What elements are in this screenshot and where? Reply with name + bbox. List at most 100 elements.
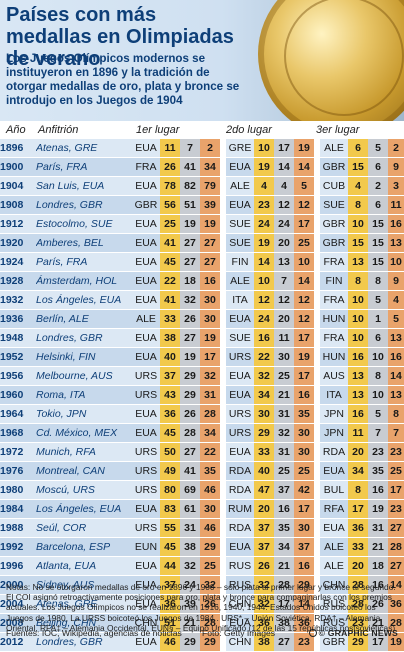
host-cell: Atenas, GRE xyxy=(36,595,132,613)
second-place-bronze-count: 12 xyxy=(294,310,314,328)
second-place-bronze-count: 25 xyxy=(294,462,314,480)
table-row: 1896 Atenas, GRE EUA 11 7 2 GRE 10 17 19 ALE 6 5 2 xyxy=(0,139,404,157)
host-cell: Los Ángeles, EUA xyxy=(36,291,132,309)
host-cell: París, FRA xyxy=(36,253,132,271)
second-place-gold-count: 4 xyxy=(254,177,274,195)
column-header-year: Año xyxy=(6,124,26,136)
second-place-silver-count: 21 xyxy=(274,386,294,404)
table-row: 1976 Montreal, CAN URS 49 41 35 RDA 40 25 25 EUA 34… xyxy=(0,462,404,480)
host-cell: Cd. México, MEX xyxy=(36,424,132,442)
host-cell: Tokio, JPN xyxy=(36,405,132,423)
logo-ring-icon xyxy=(308,629,317,637)
first-place-country-cell: EUA xyxy=(132,500,160,518)
host-cell: Roma, ITA xyxy=(36,386,132,404)
first-place-gold-count: 45 xyxy=(160,253,180,271)
third-place-country-cell: JPN xyxy=(320,405,348,423)
year-cell: 1904 xyxy=(0,177,36,195)
second-place-silver-count: 28 xyxy=(274,576,294,594)
table-row: 1956 Melbourne, AUS URS 37 29 32 EUA 32 25 17 AUS 1… xyxy=(0,367,404,385)
third-place-silver-count: 10 xyxy=(368,386,388,404)
year-cell: 1972 xyxy=(0,443,36,461)
first-place-bronze-count: 28 xyxy=(200,614,220,632)
column-gap xyxy=(314,424,320,442)
second-place-silver-count: 16 xyxy=(274,500,294,518)
third-place-gold-count: 11 xyxy=(348,424,368,442)
first-place-silver-count: 38 xyxy=(180,538,200,556)
second-place-country-cell: RDA xyxy=(226,481,254,499)
table-row: 1932 Los Ángeles, EUA EUA 41 32 30 ITA 12 12 12 FR… xyxy=(0,291,404,309)
third-place-gold-count: 28 xyxy=(348,595,368,613)
first-place-country-cell: EUA xyxy=(132,272,160,290)
third-place-bronze-count: 11 xyxy=(388,196,404,214)
third-place-gold-count: 16 xyxy=(348,405,368,423)
first-place-bronze-count: 19 xyxy=(200,329,220,347)
first-place-gold-count: 83 xyxy=(160,500,180,518)
year-cell: 1896 xyxy=(0,139,36,157)
second-place-country-cell: URS xyxy=(226,348,254,366)
second-place-country-cell: RUM xyxy=(226,500,254,518)
third-place-country-cell: ALE xyxy=(320,557,348,575)
first-place-silver-count: 39 xyxy=(180,595,200,613)
first-place-bronze-count: 34 xyxy=(200,158,220,176)
second-place-bronze-count: 35 xyxy=(294,405,314,423)
first-place-bronze-count: 79 xyxy=(200,177,220,195)
second-place-gold-count: 23 xyxy=(254,196,274,214)
second-place-country-cell: EUA xyxy=(226,614,254,632)
column-gap xyxy=(220,538,226,556)
second-place-country-cell: EUA xyxy=(226,538,254,556)
column-gap xyxy=(314,443,320,461)
notes-text: Notas: No se otorgaron medallas de oro e… xyxy=(6,582,396,633)
third-place-country-cell: RDA xyxy=(320,443,348,461)
second-place-country-cell: EUA xyxy=(226,196,254,214)
first-place-bronze-count: 17 xyxy=(200,348,220,366)
year-cell: 1956 xyxy=(0,367,36,385)
first-place-gold-count: 37 xyxy=(160,367,180,385)
second-place-gold-count: 10 xyxy=(254,272,274,290)
third-place-bronze-count: 23 xyxy=(388,500,404,518)
first-place-gold-count: 26 xyxy=(160,158,180,176)
first-place-silver-count: 26 xyxy=(180,405,200,423)
third-place-silver-count: 35 xyxy=(368,462,388,480)
third-place-silver-count: 15 xyxy=(368,253,388,271)
second-place-gold-count: 37 xyxy=(254,538,274,556)
third-place-bronze-count: 8 xyxy=(388,405,404,423)
second-place-gold-count: 24 xyxy=(254,215,274,233)
first-place-country-cell: EUA xyxy=(132,234,160,252)
first-place-gold-count: 56 xyxy=(160,196,180,214)
first-place-bronze-count: 32 xyxy=(200,576,220,594)
third-place-gold-count: 20 xyxy=(348,557,368,575)
column-gap xyxy=(220,348,226,366)
first-place-country-cell: EUA xyxy=(132,424,160,442)
second-place-bronze-count: 10 xyxy=(294,253,314,271)
second-place-gold-count: 20 xyxy=(254,500,274,518)
column-gap xyxy=(220,443,226,461)
first-place-silver-count: 29 xyxy=(180,386,200,404)
third-place-bronze-count: 5 xyxy=(388,310,404,328)
third-place-silver-count: 6 xyxy=(368,158,388,176)
second-place-bronze-count: 30 xyxy=(294,443,314,461)
first-place-silver-count: 19 xyxy=(180,215,200,233)
second-place-country-cell: EUA xyxy=(226,367,254,385)
third-place-gold-count: 15 xyxy=(348,234,368,252)
first-place-gold-count: 37 xyxy=(160,576,180,594)
first-place-country-cell: EUA xyxy=(132,405,160,423)
first-place-bronze-count: 39 xyxy=(200,196,220,214)
second-place-silver-count: 31 xyxy=(274,405,294,423)
host-cell: Sidney, AUS xyxy=(36,576,132,594)
first-place-country-cell: EUA xyxy=(132,557,160,575)
second-place-silver-count: 20 xyxy=(274,234,294,252)
column-gap xyxy=(220,576,226,594)
third-place-bronze-count: 27 xyxy=(388,557,404,575)
column-gap xyxy=(314,462,320,480)
third-place-silver-count: 5 xyxy=(368,405,388,423)
year-cell: 1976 xyxy=(0,462,36,480)
table-row: 2000 Sidney, AUS EUA 37 24 32 RUS 32 28 29 CHN 28 16… xyxy=(0,576,404,594)
third-place-country-cell: JPN xyxy=(320,424,348,442)
column-gap xyxy=(314,576,320,594)
second-place-gold-count: 34 xyxy=(254,386,274,404)
column-gap xyxy=(314,291,320,309)
year-cell: 1900 xyxy=(0,158,36,176)
third-place-gold-count: 33 xyxy=(348,538,368,556)
second-place-silver-count: 24 xyxy=(274,215,294,233)
third-place-gold-count: 13 xyxy=(348,253,368,271)
